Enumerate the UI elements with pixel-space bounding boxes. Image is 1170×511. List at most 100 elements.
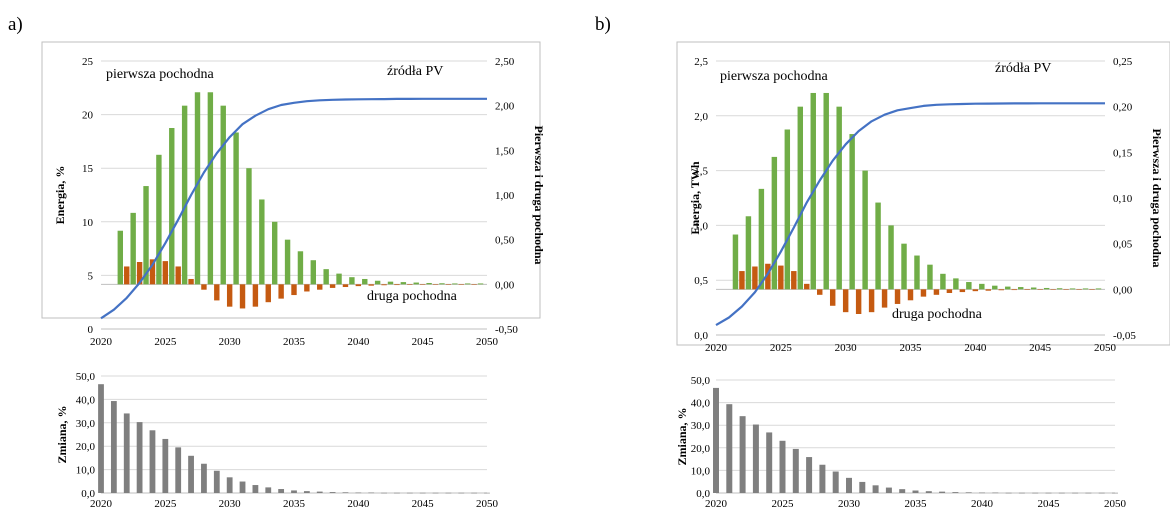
second-derivative-bar <box>278 284 284 299</box>
x-tick-label: 2045 <box>412 498 435 510</box>
change-bar <box>912 490 919 493</box>
first-derivative-bar <box>836 106 842 290</box>
x-tick-label: 2040 <box>964 342 987 354</box>
first-derivative-bar <box>745 216 752 290</box>
second-derivative-bar <box>1063 289 1069 290</box>
change-bar <box>713 387 719 493</box>
first-derivative-bar <box>1082 288 1089 290</box>
y-left-tick-label: 1,5 <box>694 166 708 178</box>
first-derivative-bar <box>1005 286 1011 290</box>
first-derivative-bar <box>336 273 342 285</box>
change-bar <box>149 430 156 493</box>
change-bar <box>1032 492 1039 494</box>
second-derivative-bar <box>162 261 169 285</box>
change-bar <box>316 491 323 493</box>
change-bar <box>939 491 946 493</box>
y-tick-label: 20,0 <box>76 441 96 453</box>
y-axis-title: Zmiana, % <box>675 407 689 465</box>
y-left-tick-label: 10 <box>82 217 94 229</box>
second-derivative-bar <box>791 271 797 290</box>
second-derivative-bar <box>1037 289 1043 290</box>
second-derivative-bar <box>175 266 181 285</box>
change-bar <box>832 471 839 493</box>
y-right-tick-label: 1,50 <box>495 145 515 157</box>
change-bar <box>792 448 799 493</box>
change-bar <box>1085 492 1092 494</box>
annotation-first-derivative: pierwsza pochodna <box>720 69 828 84</box>
x-tick-label: 2020 <box>705 342 728 354</box>
first-derivative-bar <box>194 92 201 285</box>
second-derivative-bar <box>355 284 362 287</box>
y-tick-label: 30,0 <box>76 418 96 430</box>
x-tick-label: 2050 <box>476 498 499 510</box>
change-bar <box>899 489 906 493</box>
annotation-pv: źródła PV <box>387 64 443 79</box>
first-derivative-bar <box>1017 287 1024 290</box>
second-derivative-bar <box>394 284 400 286</box>
first-derivative-bar <box>464 283 471 285</box>
x-tick-label: 2040 <box>347 336 370 348</box>
second-derivative-bar <box>842 289 849 313</box>
first-derivative-bar <box>426 282 432 285</box>
first-derivative-bar <box>901 243 907 290</box>
second-derivative-bar <box>149 259 156 285</box>
annotation-second-derivative: druga pochodna <box>367 289 458 304</box>
first-derivative-bar <box>823 92 829 290</box>
change-bar <box>992 492 999 494</box>
first-derivative-bar <box>1069 288 1076 290</box>
second-derivative-bar <box>868 289 875 313</box>
change-bar <box>766 432 773 493</box>
y-left-tick-label: 20 <box>82 110 94 122</box>
second-derivative-bar <box>226 284 233 307</box>
first-derivative-bar <box>784 129 791 290</box>
chart-frame <box>41 41 541 319</box>
y-right-tick-label: 2,50 <box>495 56 515 68</box>
first-derivative-bar <box>452 283 458 285</box>
y-tick-label: 50,0 <box>76 371 96 383</box>
second-derivative-bar <box>985 289 992 291</box>
change-bar <box>381 492 387 494</box>
second-derivative-bar <box>342 284 349 288</box>
x-tick-label: 2030 <box>219 336 242 348</box>
change-bar <box>1045 492 1052 494</box>
first-derivative-bar <box>413 282 419 285</box>
change-bar <box>162 438 169 493</box>
energy-line <box>715 102 1105 327</box>
change-bar <box>213 470 220 493</box>
second-derivative-bar <box>381 284 387 286</box>
second-derivative-bar <box>1076 289 1082 290</box>
change-bar <box>846 477 852 493</box>
second-derivative-bar <box>1089 289 1095 290</box>
y-tick-label: 40,0 <box>691 398 711 410</box>
second-derivative-bar <box>778 265 784 290</box>
second-derivative-bar <box>291 284 297 296</box>
change-bar <box>188 455 194 493</box>
energy-line <box>100 97 487 320</box>
first-derivative-bar <box>400 282 407 285</box>
y-right-tick-label: 0,15 <box>1113 147 1133 159</box>
second-derivative-bar <box>265 284 271 303</box>
first-derivative-bar <box>1043 287 1050 290</box>
x-tick-label: 2020 <box>90 336 113 348</box>
change-bar <box>726 404 733 493</box>
first-derivative-bar <box>1030 287 1037 290</box>
second-derivative-bar <box>304 284 310 292</box>
change-bar <box>303 491 310 493</box>
change-bar <box>329 492 336 493</box>
change-bar <box>471 492 478 494</box>
change-bar <box>458 492 465 494</box>
first-derivative-bar <box>1095 288 1102 290</box>
y-tick-label: 30,0 <box>691 420 711 432</box>
change-bar <box>779 440 786 493</box>
second-derivative-bar <box>972 289 979 292</box>
x-tick-label: 2045 <box>1029 342 1052 354</box>
y-right-tick-label: 0,05 <box>1113 239 1133 251</box>
change-bar <box>872 485 879 493</box>
second-derivative-bar <box>946 289 953 293</box>
y-left-tick-label: 1,0 <box>694 220 708 232</box>
first-derivative-bar <box>758 188 765 290</box>
annotation-first-derivative: pierwsza pochodna <box>106 67 214 82</box>
first-derivative-bar <box>797 106 804 290</box>
